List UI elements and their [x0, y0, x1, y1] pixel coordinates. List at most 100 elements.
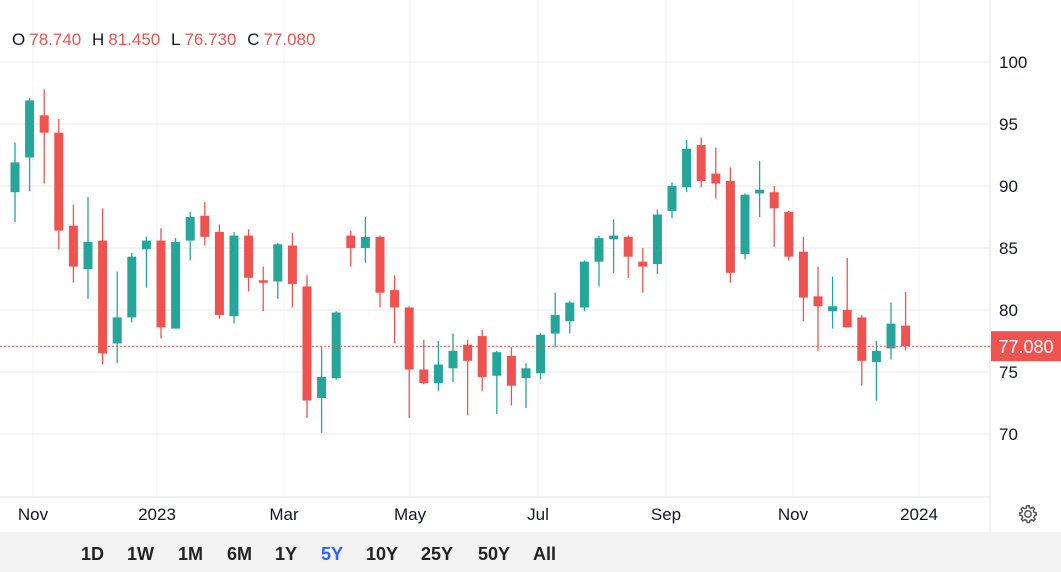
candle-body	[141, 240, 151, 250]
last-price-badge	[991, 331, 1061, 362]
y-tick-label: 90	[999, 177, 1018, 196]
low-label: L	[170, 30, 181, 49]
candle-body	[448, 350, 458, 369]
x-tick-label: Nov	[778, 505, 809, 524]
candle-body	[623, 236, 633, 257]
y-tick-label: 95	[999, 115, 1018, 134]
candle-body	[317, 376, 327, 399]
candle-body	[696, 145, 706, 182]
candle-body	[594, 238, 604, 262]
range-button-all[interactable]: All	[533, 544, 557, 564]
candle-body	[419, 369, 429, 384]
candle-body	[83, 241, 93, 270]
candle-body	[171, 241, 181, 329]
x-tick-label: May	[394, 505, 427, 524]
candle-body	[331, 312, 341, 379]
candle-body	[127, 256, 137, 318]
candle-body	[477, 336, 487, 377]
range-button-10y[interactable]: 10Y	[366, 544, 399, 564]
candle-body	[550, 314, 560, 334]
candle-body	[755, 189, 765, 194]
range-button-5y[interactable]: 5Y	[321, 544, 344, 564]
candle-body	[185, 217, 195, 241]
candle-body	[390, 290, 400, 308]
low-value: 76.730	[184, 30, 237, 49]
x-tick-label: 2023	[138, 505, 176, 524]
candle-body	[214, 231, 224, 315]
gear-icon[interactable]	[1017, 503, 1039, 525]
open-label: O	[12, 30, 26, 49]
candle-body	[798, 251, 808, 298]
x-tick-label: 2024	[900, 505, 938, 524]
candle-body	[346, 235, 356, 248]
candle-body	[54, 132, 64, 231]
open-value: 78.740	[29, 30, 82, 49]
candle-body	[857, 317, 867, 361]
range-button-1y[interactable]: 1Y	[275, 544, 298, 564]
candle-body	[565, 302, 575, 322]
x-tick-label: Nov	[18, 505, 49, 524]
candle-body	[682, 148, 692, 188]
y-tick-label: 70	[999, 425, 1018, 444]
candle-body	[871, 350, 881, 363]
candle-body	[901, 325, 911, 347]
candle-body	[39, 115, 49, 133]
high-label: H	[91, 30, 105, 49]
candle-body	[375, 236, 385, 293]
candle-body	[506, 355, 516, 386]
candle-body	[229, 235, 239, 317]
high-value: 81.450	[108, 30, 161, 49]
candle-body	[521, 368, 531, 379]
candle-body	[98, 240, 108, 354]
range-button-50y[interactable]: 50Y	[478, 544, 511, 564]
x-tick-label: Jul	[527, 505, 549, 524]
candle-body	[433, 364, 443, 384]
ohlc-legend: O 78.740 H 81.450 L 76.730 C 77.080	[12, 30, 321, 50]
last-price-label: 77.080	[998, 337, 1053, 357]
candle-body	[886, 323, 896, 349]
candle-body	[667, 186, 677, 211]
x-tick-label: Mar	[269, 505, 299, 524]
candle-body	[784, 212, 794, 257]
x-tick-label: Sep	[651, 505, 681, 524]
candle-body	[813, 296, 823, 307]
candlestick-chart[interactable]: 70 75 80 85 90 95 100 Nov 2023 Mar May Jul Sep Nov 202…	[0, 0, 1061, 532]
y-tick-label: 100	[999, 53, 1027, 72]
range-button-25y[interactable]: 25Y	[421, 544, 454, 564]
candle-body	[711, 173, 721, 184]
range-button-6m[interactable]: 6M	[227, 544, 253, 564]
y-tick-label: 85	[999, 239, 1018, 258]
candle-body	[156, 240, 166, 328]
range-toolbar: 1D 1W 1M 6M 1Y 5Y 10Y 25Y 50Y All	[0, 532, 1061, 572]
close-label: C	[247, 30, 260, 49]
y-tick-label: 75	[999, 363, 1018, 382]
candle-body	[463, 344, 473, 361]
candle-body	[769, 192, 779, 209]
candle-body	[725, 181, 735, 273]
candle-body	[68, 225, 78, 267]
range-button-1w[interactable]: 1W	[127, 544, 154, 564]
range-button-1d[interactable]: 1D	[81, 544, 105, 564]
candle-body	[200, 215, 210, 237]
candle-body	[638, 261, 648, 267]
candle-body	[273, 244, 283, 282]
candle-body	[112, 317, 122, 344]
candle-body	[10, 162, 20, 193]
candle-body	[842, 310, 852, 328]
range-button-1m[interactable]: 1M	[178, 544, 204, 564]
candle-body	[492, 352, 502, 376]
candle-body	[244, 235, 254, 278]
candle-body	[287, 245, 297, 284]
close-value: 77.080	[263, 30, 316, 49]
candle-body	[536, 334, 546, 374]
candle-body	[25, 100, 35, 158]
candle-body	[404, 307, 414, 370]
candle-body	[740, 194, 750, 255]
candle-body	[258, 280, 268, 283]
candle-body	[652, 214, 662, 265]
candle-body	[302, 286, 312, 401]
candle-body	[828, 306, 838, 312]
candle-body	[609, 235, 619, 240]
candle-body	[360, 236, 370, 248]
y-tick-label: 80	[999, 301, 1018, 320]
